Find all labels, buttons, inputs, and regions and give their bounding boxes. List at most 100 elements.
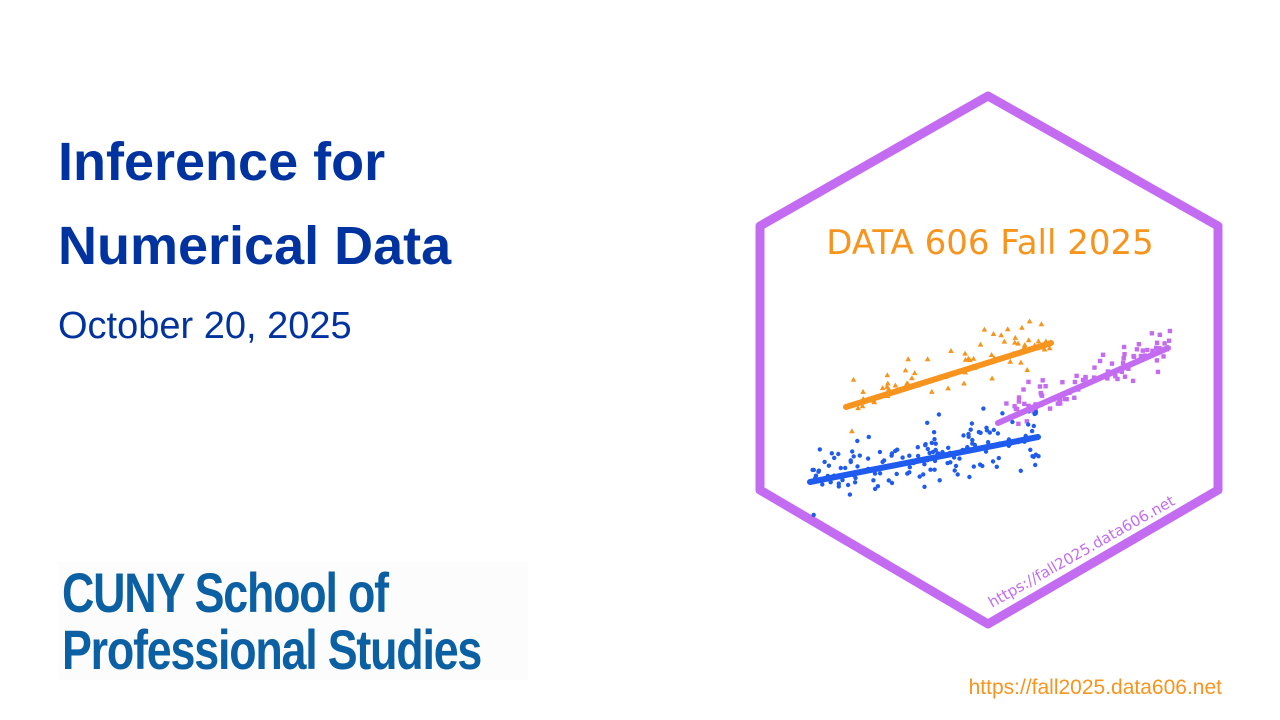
blue-data-point <box>952 468 957 473</box>
orange-data-point <box>1024 367 1030 372</box>
orange-data-point <box>885 380 891 386</box>
blue-data-point <box>847 492 853 497</box>
blue-data-point <box>840 477 845 483</box>
blue-data-point <box>978 430 983 435</box>
orange-data-point <box>849 428 855 434</box>
blue-data-point <box>880 459 885 465</box>
purple-data-point <box>1072 395 1077 400</box>
purple-data-point <box>1122 374 1128 379</box>
purple-data-point <box>1024 419 1029 424</box>
blue-data-point <box>1033 452 1039 457</box>
orange-data-point <box>884 383 890 389</box>
blue-data-point <box>1010 419 1015 425</box>
blue-data-point <box>845 482 851 488</box>
orange-data-point <box>945 385 951 391</box>
purple-data-point <box>1119 369 1124 374</box>
blue-data-point <box>936 412 942 417</box>
orange-data-point <box>1025 337 1032 343</box>
purple-data-point <box>1126 366 1131 371</box>
purple-data-point <box>1083 376 1088 381</box>
purple-data-point <box>1154 345 1159 350</box>
purple-data-point <box>1040 378 1045 383</box>
blue-data-point <box>990 459 996 464</box>
purple-data-point <box>1092 365 1097 370</box>
purple-data-point <box>1150 348 1155 353</box>
blue-data-point <box>872 471 878 476</box>
blue-data-point <box>895 447 900 452</box>
blue-data-point <box>865 456 871 461</box>
blue-data-point <box>977 462 983 467</box>
purple-data-point <box>1058 401 1063 406</box>
blue-data-point <box>848 458 853 463</box>
purple-data-point <box>1154 358 1160 363</box>
course-website-link[interactable]: https://fall2025.data606.net <box>968 676 1222 699</box>
orange-data-point <box>962 350 968 356</box>
logo-line-1: CUNY School of <box>62 561 389 624</box>
orange-data-point <box>1019 324 1025 330</box>
blue-data-point <box>921 472 926 477</box>
blue-data-point <box>957 456 962 461</box>
blue-data-point <box>971 464 976 469</box>
blue-data-point <box>826 463 832 468</box>
course-hex-sticker: DATA 606 Fall 2025 https://fall2025.data… <box>755 91 1223 629</box>
blue-data-point <box>851 454 856 459</box>
purple-data-point <box>1105 376 1110 381</box>
purple-data-point <box>1072 379 1078 385</box>
orange-data-point <box>1018 359 1024 365</box>
orange-data-point <box>988 352 995 357</box>
blue-data-point <box>925 446 930 452</box>
purple-data-point <box>1026 403 1031 409</box>
blue-data-point <box>894 471 899 477</box>
blue-data-point <box>966 431 971 437</box>
blue-data-point <box>905 471 910 476</box>
purple-data-point <box>1136 342 1142 347</box>
purple-data-point <box>1043 384 1048 389</box>
blue-data-point <box>922 484 927 489</box>
blue-data-point <box>915 453 921 459</box>
orange-data-point <box>1041 346 1048 352</box>
blue-data-point <box>816 468 822 473</box>
blue-data-point <box>907 465 912 470</box>
blue-data-point <box>925 420 930 425</box>
purple-data-point <box>1162 341 1167 346</box>
blue-trend-line <box>807 434 1041 485</box>
purple-data-point <box>1100 352 1106 357</box>
purple-data-point <box>1121 344 1127 350</box>
blue-data-point <box>810 467 815 473</box>
orange-data-point <box>998 332 1004 338</box>
blue-data-point <box>850 449 855 454</box>
purple-data-point <box>1167 328 1173 334</box>
orange-trend-line <box>843 340 1054 410</box>
blue-data-point <box>970 441 975 446</box>
purple-data-point <box>1130 378 1136 384</box>
purple-data-point <box>1157 346 1162 351</box>
purple-data-point <box>1145 347 1150 353</box>
blue-data-point <box>838 465 843 471</box>
orange-data-point <box>924 356 931 362</box>
purple-data-point <box>1031 409 1036 414</box>
orange-data-point <box>989 375 995 381</box>
blue-data-point <box>1028 447 1033 452</box>
orange-data-point <box>1007 358 1014 364</box>
purple-data-point <box>1115 376 1120 382</box>
blue-data-point <box>843 465 848 471</box>
blue-data-point <box>855 464 860 469</box>
blue-data-point <box>1029 428 1035 434</box>
orange-data-point <box>1012 339 1018 345</box>
orange-data-point <box>970 355 977 361</box>
blue-data-point <box>994 464 999 469</box>
blue-data-point <box>1033 411 1038 416</box>
purple-data-point <box>1109 361 1115 366</box>
purple-data-point <box>1004 401 1009 406</box>
blue-data-point <box>836 481 841 486</box>
blue-data-point <box>866 434 871 440</box>
blue-data-point <box>822 459 827 465</box>
blue-data-point <box>930 449 936 455</box>
blue-data-point <box>872 486 878 492</box>
blue-data-point <box>995 431 1001 436</box>
slide-title: Inference for Numerical Data <box>58 120 658 288</box>
blue-data-point <box>955 472 960 477</box>
blue-data-point <box>933 441 938 446</box>
blue-data-point <box>813 473 819 478</box>
purple-data-point <box>1134 347 1140 352</box>
